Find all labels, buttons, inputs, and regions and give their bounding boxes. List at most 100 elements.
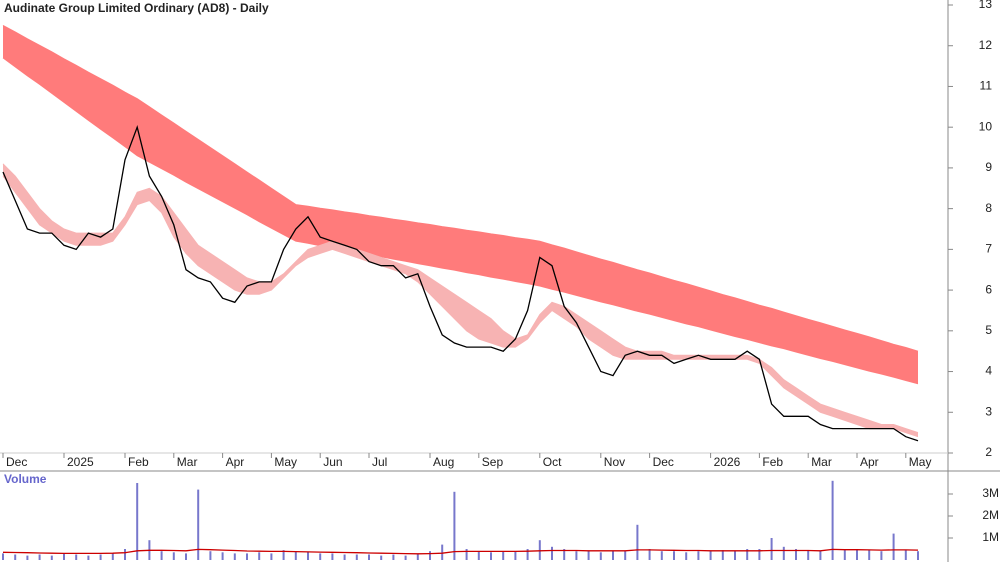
volume-bar [795,549,797,560]
volume-bar [270,553,273,560]
x-tick-label: Sep [482,455,504,469]
volume-bar [758,549,761,560]
y-tick-label: 4 [985,364,992,378]
x-tick-label: 2026 [714,455,741,469]
volume-bar [502,551,505,560]
volume-bar [490,552,492,560]
volume-bar [514,551,517,560]
volume-bar [465,549,468,560]
volume-bar [770,538,773,560]
x-tick-label: May [274,455,297,469]
band-area [3,25,918,384]
x-tick-label: Dec [6,455,27,469]
volume-bar [160,551,163,560]
volume-bar [221,552,224,560]
volume-bar [355,554,358,560]
y-tick-label: 1M [982,530,999,544]
volume-bar [819,551,822,560]
band-lower [2,57,919,385]
volume-bar [648,549,651,560]
y-tick-label: 12 [979,38,993,52]
volume-bar [111,553,114,560]
volume-bar [246,553,248,560]
volume-bar [673,551,675,560]
volume-bar [697,551,700,560]
volume-bar [880,551,883,560]
volume-bar [587,551,590,560]
x-tick-label: May [909,455,932,469]
volume-bar [2,553,4,560]
volume-bar [612,551,614,560]
volume-bar [624,551,627,560]
volume-bar [429,551,431,560]
volume-bar [563,549,566,560]
volume-title: Volume [4,472,47,486]
volume-bar [294,551,297,560]
volume-bar [734,551,736,560]
x-tick-label: Mar [177,455,198,469]
volume-bar [392,554,395,560]
volume-bar [331,553,334,560]
volume-bar [197,489,200,560]
volume-bar [868,550,871,560]
volume-bar [380,555,383,560]
volume-bar [38,554,41,560]
y-tick-label: 2 [985,445,992,459]
x-tick-label: Oct [543,455,562,469]
volume-bar [50,555,53,560]
volume-bar [782,546,785,560]
volume-bar [599,552,602,560]
volume-bar [258,552,261,560]
volume-bar [843,549,846,560]
x-tick-label: Apr [860,455,879,469]
y-tick-label: 3M [982,486,999,500]
y-tick-label: 5 [985,323,992,337]
volume-bar [575,551,578,560]
volume-bar [185,553,187,560]
x-tick-label: Jul [372,455,387,469]
volume-bar [233,553,236,560]
volume-bar [87,555,90,560]
volume-bar [551,546,553,560]
volume-bar [856,549,858,560]
y-tick-label: 9 [985,160,992,174]
volume-bar [404,555,407,560]
y-tick-label: 2M [982,508,999,522]
y-tick-label: 7 [985,242,992,256]
y-tick-label: 3 [985,404,992,418]
band-upper [2,163,919,434]
y-tick-label: 11 [980,79,993,93]
volume-bar [343,554,346,560]
volume-bar [892,533,895,560]
volume-bar [538,540,541,560]
volume-bar [526,549,529,560]
y-tick-label: 6 [985,282,992,296]
x-tick-label: Mar [811,455,832,469]
volume-bar [99,554,102,560]
y-tick-label: 8 [985,201,992,215]
x-tick-label: 2025 [67,455,94,469]
volume-bar [807,550,810,560]
volume-bar [319,553,322,560]
x-tick-label: Jun [323,455,342,469]
volume-bar [307,552,309,560]
volume-bar [172,552,175,560]
volume-average [2,548,919,555]
volume-bar [917,551,919,560]
volume-bar [453,491,456,560]
band-lower [2,175,919,438]
volume-bar [709,551,712,560]
x-tick-label: Dec [653,455,674,469]
volume-bar [368,554,370,560]
x-tick-label: Nov [604,455,625,469]
volume-bar [441,544,444,560]
volume-bar [721,550,724,560]
volume-bar [904,550,907,560]
volume-bar [14,554,17,560]
y-tick-label: 10 [979,119,993,133]
chart-title: Audinate Group Limited Ordinary (AD8) - … [4,1,269,15]
x-tick-label: Feb [762,455,783,469]
volume-bar [685,552,688,560]
